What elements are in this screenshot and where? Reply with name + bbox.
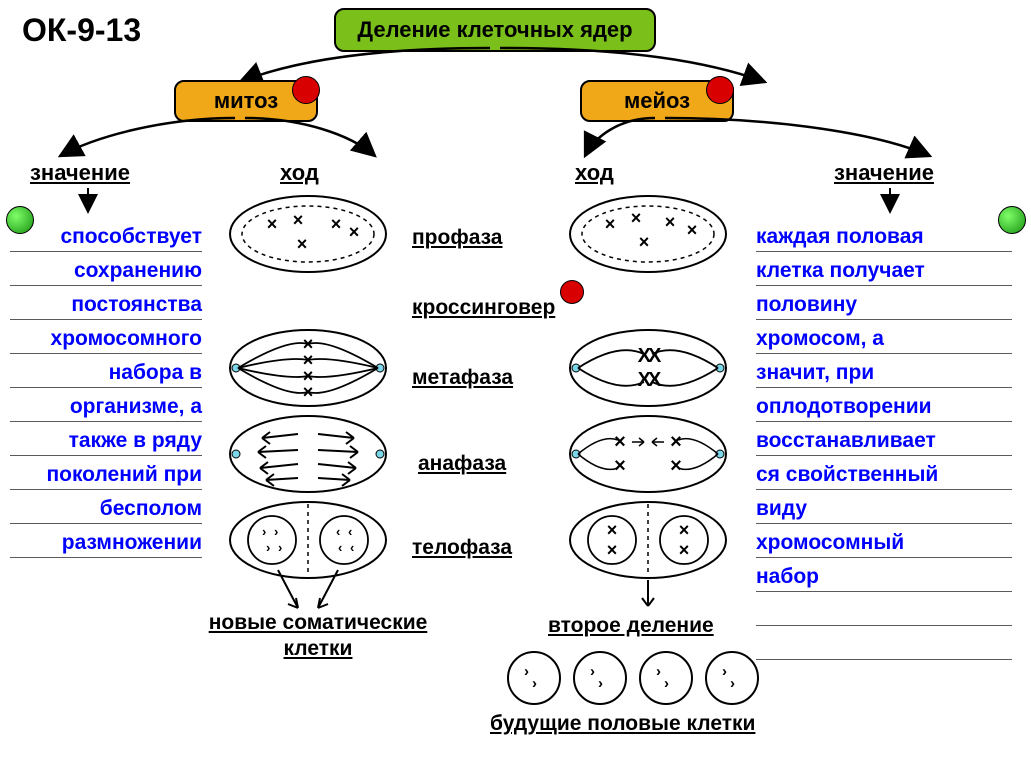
svg-text:×: ×	[631, 208, 642, 228]
svg-text:×: ×	[297, 234, 308, 254]
meaning-left-line: организме, а	[70, 395, 202, 419]
phase-telophase: телофаза	[412, 536, 512, 560]
meaning-right-line: половину	[756, 293, 857, 317]
svg-text:×: ×	[293, 210, 304, 230]
svg-text:›: ›	[664, 675, 669, 692]
meaning-left-line: сохранению	[74, 259, 202, 283]
svg-text:›: ›	[274, 524, 278, 539]
meaning-right-line: ся свойственный	[756, 463, 938, 487]
meaning-right-block: каждая половая клетка получает половину …	[756, 218, 1012, 660]
meaning-left-line: размножении	[62, 531, 202, 555]
svg-text:×: ×	[303, 382, 314, 402]
meaning-left-line: поколений при	[46, 463, 202, 487]
cells-mitosis: ×× ×× × ×× ××	[218, 192, 398, 622]
meaning-right-line: виду	[756, 497, 807, 521]
svg-text:›: ›	[532, 675, 537, 692]
arrow-meaning-left	[78, 186, 98, 222]
meaning-left-line: бесполом	[100, 497, 202, 521]
svg-text:›: ›	[278, 540, 282, 555]
label-somatic: новые соматические клетки	[198, 610, 438, 662]
meaning-right-line: каждая половая	[756, 225, 924, 249]
meaning-right-line: значит, при	[756, 361, 874, 385]
red-dot-meiosis	[706, 76, 734, 104]
svg-text:×: ×	[639, 232, 650, 252]
svg-text:‹: ‹	[336, 524, 340, 539]
meaning-left-line: набора в	[109, 361, 202, 385]
svg-text:×: ×	[614, 431, 626, 453]
svg-text:×: ×	[670, 431, 682, 453]
gamete-cells: ›› ›› ›› ››	[500, 648, 800, 718]
svg-text:›: ›	[266, 540, 270, 555]
label-meaning-left: значение	[30, 160, 130, 186]
meaning-left-line: способствует	[60, 225, 202, 249]
svg-text:×: ×	[605, 214, 616, 234]
meaning-left-line: постоянства	[71, 293, 202, 317]
svg-text:›: ›	[656, 663, 661, 680]
svg-text:›: ›	[598, 675, 603, 692]
meaning-right-line: клетка получает	[756, 259, 925, 283]
svg-text:›: ›	[730, 675, 735, 692]
meaning-right-line: оплодотворении	[756, 395, 932, 419]
meaning-left-line: хромосомного	[51, 327, 202, 351]
label-gametes: будущие половые клетки	[490, 712, 755, 736]
meaning-right-line: набор	[756, 565, 819, 589]
svg-text:›: ›	[524, 663, 529, 680]
meaning-left-block: способствует сохранению постоянства хром…	[10, 218, 202, 558]
label-second-division: второе деление	[548, 614, 714, 638]
svg-text:›: ›	[590, 663, 595, 680]
svg-text:×: ×	[607, 540, 618, 560]
label-progress-right: ход	[575, 160, 614, 186]
header-code: ОК-9-13	[22, 12, 141, 49]
svg-text:×: ×	[679, 520, 690, 540]
svg-text:×: ×	[687, 220, 698, 240]
svg-text:›: ›	[262, 524, 266, 539]
meaning-right-line: хромосом, а	[756, 327, 884, 351]
meaning-right-line: хромосомный	[756, 531, 904, 555]
svg-text:×: ×	[614, 455, 626, 477]
phase-metaphase: метафаза	[412, 366, 513, 390]
svg-text:‹: ‹	[338, 540, 342, 555]
arrow-meaning-right	[880, 186, 900, 222]
phase-anaphase: анафаза	[418, 452, 506, 476]
cells-meiosis: ×× ×× × XX XX ×× ××	[556, 192, 756, 622]
svg-text:×: ×	[331, 214, 342, 234]
svg-text:×: ×	[607, 520, 618, 540]
svg-text:×: ×	[349, 222, 360, 242]
svg-text:×: ×	[267, 214, 278, 234]
svg-text:‹: ‹	[348, 524, 352, 539]
phase-crossover: кроссинговер	[412, 296, 555, 320]
label-progress-left: ход	[280, 160, 319, 186]
meaning-right-line: восстанавливает	[756, 429, 936, 453]
label-meaning-right: значение	[834, 160, 934, 186]
svg-text:›: ›	[722, 663, 727, 680]
svg-text:‹: ‹	[350, 540, 354, 555]
svg-text:×: ×	[670, 455, 682, 477]
svg-text:×: ×	[665, 212, 676, 232]
red-dot-mitosis	[292, 76, 320, 104]
meaning-left-line: также в ряду	[69, 429, 202, 453]
svg-text:×: ×	[679, 540, 690, 560]
phase-prophase: профаза	[412, 226, 503, 250]
